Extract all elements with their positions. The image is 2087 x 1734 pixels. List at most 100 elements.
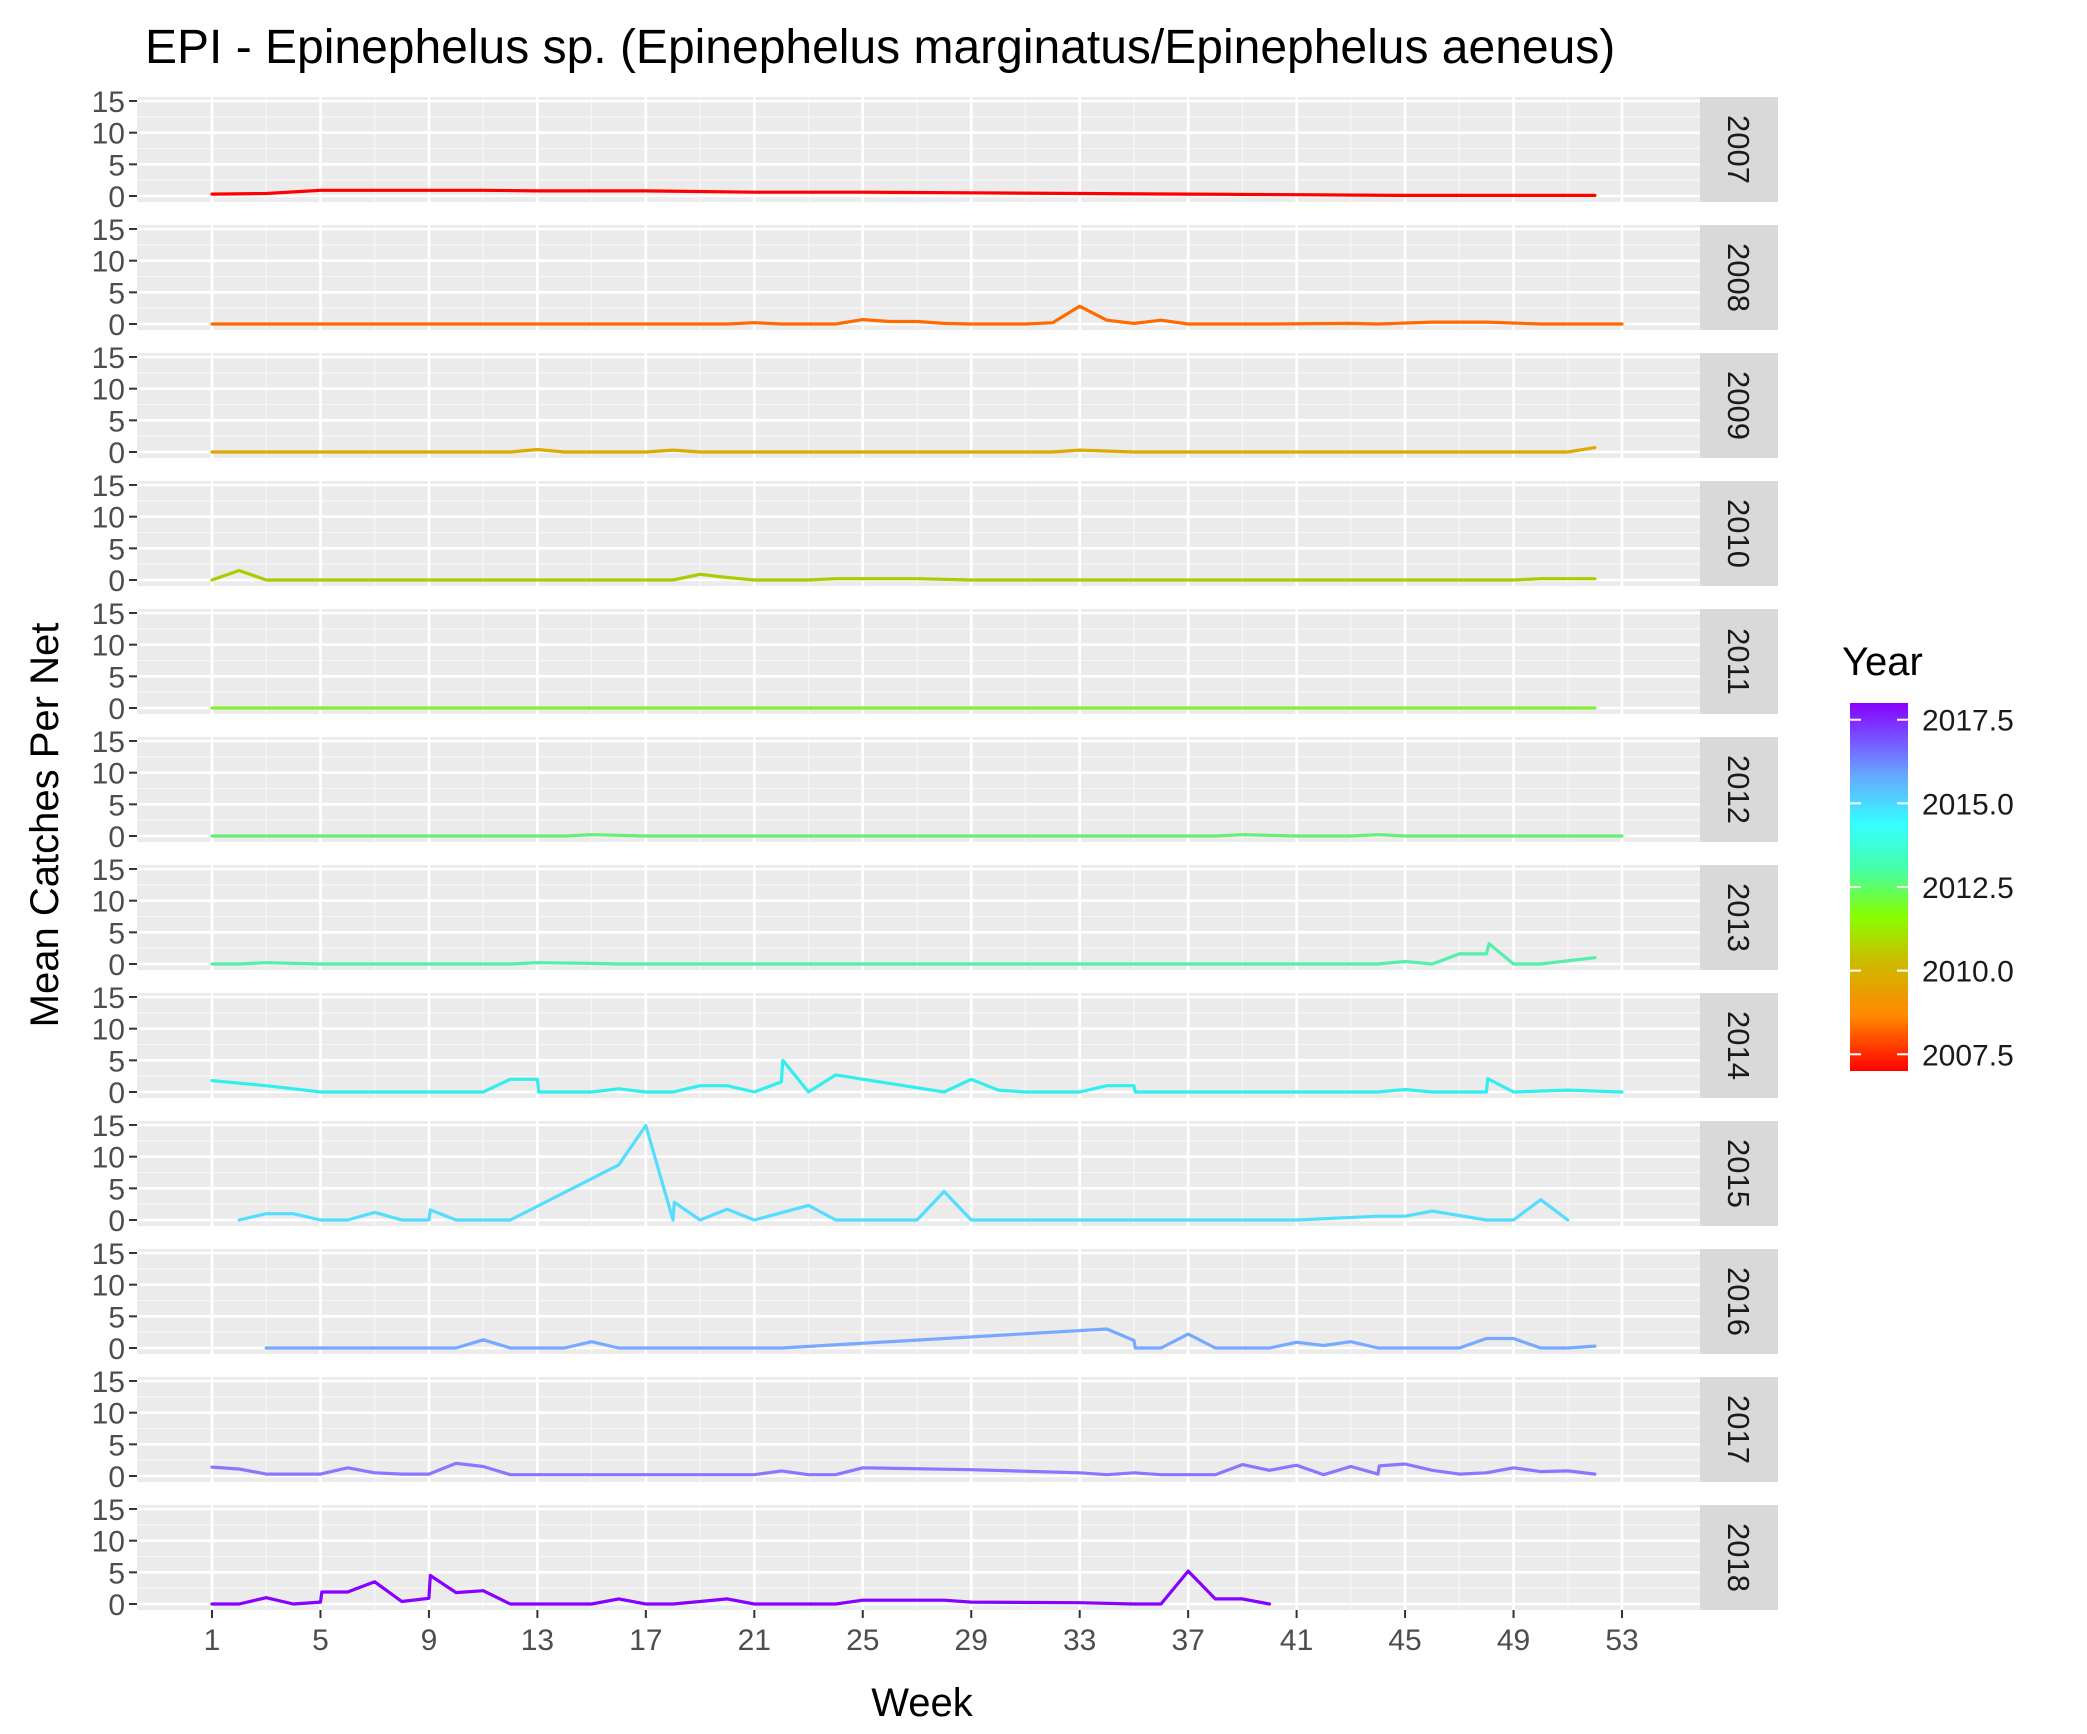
x-tick-label: 33 <box>1063 1624 1096 1657</box>
panel-background <box>137 1505 1700 1610</box>
series-line-2018 <box>210 1569 1272 1606</box>
y-tick-label: 15 <box>92 598 125 631</box>
x-tick-label: 25 <box>846 1624 879 1657</box>
x-tick-label: 17 <box>629 1624 662 1657</box>
facet-strip-label: 2015 <box>1721 1139 1756 1208</box>
panel-background <box>137 1249 1700 1354</box>
series-line-2017 <box>210 1461 1597 1477</box>
y-tick-label: 5 <box>108 661 125 694</box>
y-tick-label: 0 <box>108 1589 125 1622</box>
panel-background <box>137 97 1700 202</box>
facet-strip <box>1700 353 1778 458</box>
facet-strip-label: 2017 <box>1721 1395 1756 1464</box>
series-line-2007 <box>210 188 1597 197</box>
colorbar-label: 2010.0 <box>1922 956 2014 989</box>
facet-strip-label: 2010 <box>1721 499 1756 568</box>
y-tick-label: 10 <box>92 1398 125 1431</box>
y-tick-label: 5 <box>108 1045 125 1078</box>
facet-strip <box>1700 609 1778 714</box>
panel-background <box>137 225 1700 330</box>
series-line-2014 <box>210 1058 1624 1094</box>
colorbar-label: 2017.5 <box>1922 705 2014 738</box>
y-tick-label: 10 <box>92 1270 125 1303</box>
facet-strip <box>1700 1249 1778 1354</box>
y-tick-label: 0 <box>108 1333 125 1366</box>
facet-panels: 0510152007051015200805101520090510152010… <box>92 86 1778 1622</box>
y-tick-label: 5 <box>108 1173 125 1206</box>
panel-background <box>137 1121 1700 1226</box>
y-tick-label: 15 <box>92 1238 125 1271</box>
panel-background <box>137 353 1700 458</box>
y-tick-label: 15 <box>92 1494 125 1527</box>
facet-strip-label: 2014 <box>1721 1011 1756 1080</box>
x-tick-label: 29 <box>955 1624 988 1657</box>
panel-background <box>137 609 1700 714</box>
facet-strip-label: 2008 <box>1721 243 1756 312</box>
y-tick-label: 10 <box>92 1526 125 1559</box>
x-tick-label: 1 <box>204 1624 221 1657</box>
colorbar-label: 2007.5 <box>1922 1039 2014 1072</box>
panel-background <box>137 481 1700 586</box>
facet-strip <box>1700 1121 1778 1226</box>
y-tick-label: 15 <box>92 214 125 247</box>
y-tick-label: 10 <box>92 886 125 919</box>
x-tick-label: 37 <box>1171 1624 1204 1657</box>
y-tick-label: 0 <box>108 437 125 470</box>
y-tick-label: 10 <box>92 374 125 407</box>
y-tick-label: 10 <box>92 630 125 663</box>
y-tick-label: 5 <box>108 277 125 310</box>
y-tick-label: 0 <box>108 949 125 982</box>
y-tick-label: 15 <box>92 854 125 887</box>
year-colorbar-legend: Year 2017.5 2015.0 2012.5 2010.0 2007.5 <box>1842 640 2014 1072</box>
series-line-2012 <box>210 833 1624 838</box>
facet-strip-label: 2018 <box>1721 1523 1756 1592</box>
y-tick-label: 0 <box>108 181 125 214</box>
facet-strip <box>1700 1377 1778 1482</box>
facet-strip-label: 2012 <box>1721 755 1756 824</box>
colorbar-label: 2015.0 <box>1922 788 2014 821</box>
y-tick-label: 5 <box>108 1557 125 1590</box>
facet-strip <box>1700 97 1778 202</box>
y-tick-label: 0 <box>108 821 125 854</box>
series-line-2009 <box>210 446 1597 454</box>
y-tick-label: 5 <box>108 1301 125 1334</box>
facet-strip <box>1700 737 1778 842</box>
facet-strip <box>1700 865 1778 970</box>
chart-title: EPI - Epinephelus sp. (Epinephelus margi… <box>145 21 1615 74</box>
series-line-2008 <box>210 304 1624 326</box>
x-tick-label: 53 <box>1605 1624 1638 1657</box>
y-tick-label: 5 <box>108 789 125 822</box>
y-tick-label: 0 <box>108 565 125 598</box>
y-tick-label: 15 <box>92 86 125 119</box>
legend-title: Year <box>1842 640 1923 684</box>
y-tick-label: 5 <box>108 533 125 566</box>
y-tick-label: 0 <box>108 1077 125 1110</box>
y-tick-label: 10 <box>92 1142 125 1175</box>
x-tick-label: 49 <box>1497 1624 1530 1657</box>
facet-strip-label: 2007 <box>1721 115 1756 184</box>
y-tick-label: 10 <box>92 1014 125 1047</box>
y-tick-label: 15 <box>92 1366 125 1399</box>
x-tick-label: 21 <box>738 1624 771 1657</box>
y-tick-label: 5 <box>108 149 125 182</box>
y-tick-label: 15 <box>92 470 125 503</box>
y-tick-label: 5 <box>108 917 125 950</box>
y-tick-label: 15 <box>92 726 125 759</box>
y-tick-label: 15 <box>92 342 125 375</box>
panel-background <box>137 993 1700 1098</box>
y-tick-label: 10 <box>92 502 125 535</box>
y-tick-label: 0 <box>108 1205 125 1238</box>
y-tick-label: 0 <box>108 309 125 342</box>
facet-strip <box>1700 225 1778 330</box>
